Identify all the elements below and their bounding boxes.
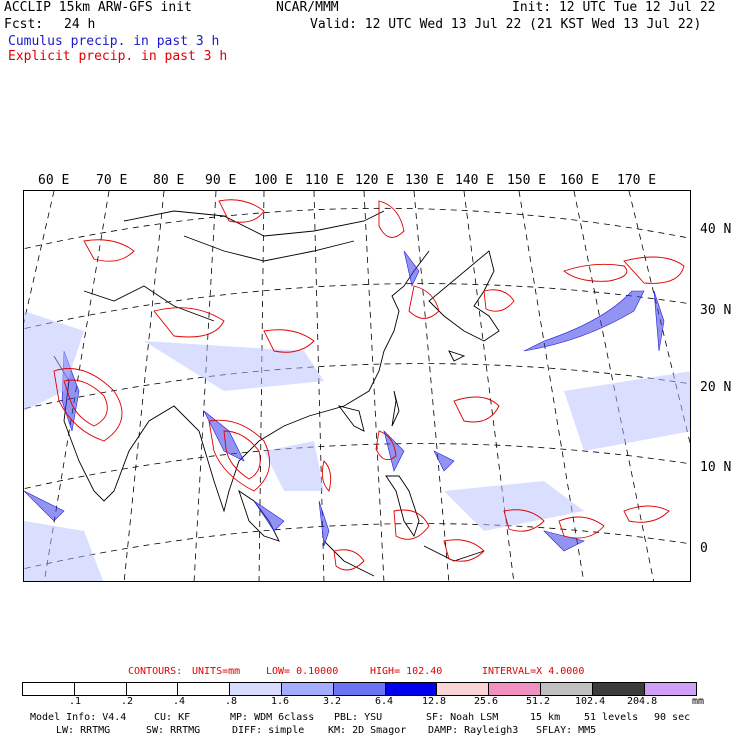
legend-cumulus: Cumulus precip. in past 3 h [8,34,220,49]
lon-label: 130 E [405,173,445,188]
contour-title: CONTOURS: [128,666,183,677]
colorbar-swatch [126,683,179,695]
coastlines [53,210,500,577]
colorbar-label: 51.2 [526,696,551,707]
model-info: LW: RRTMG [56,725,111,736]
lon-label: 120 E [355,173,395,188]
model-info: SW: RRTMG [146,725,201,736]
center-name: NCAR/MMM [276,0,339,15]
lat-label: 30 N [700,303,732,318]
longitude-grid [24,191,690,581]
colorbar-label: .8 [225,696,238,707]
legend-explicit: Explicit precip. in past 3 h [8,49,228,64]
fcst-label: Fcst: [4,17,44,32]
colorbar-label: 102.4 [575,696,606,707]
model-info: MP: WDM 6class [230,712,315,723]
contour-interval: INTERVAL=X 4.0000 [482,666,585,677]
latitude-grid [24,207,690,570]
contour-high: HIGH= 102.40 [370,666,443,677]
colorbar-swatch [74,683,127,695]
colorbar-label: .4 [173,696,186,707]
colorbar-label: 12.8 [422,696,447,707]
colorbar-swatch [489,683,541,695]
cumulus-precip [24,250,665,552]
colorbar-label: .2 [121,696,134,707]
lon-label: 90 E [205,173,237,188]
lon-label: 110 E [305,173,345,188]
lon-label: 70 E [96,173,128,188]
colorbar-swatch [23,683,75,695]
model-info: SFLAY: MM5 [536,725,597,736]
colorbar-label: 6.4 [375,696,394,707]
colorbar-swatch [281,683,334,695]
model-info: 90 sec [654,712,691,723]
model-info: DIFF: simple [232,725,305,736]
model-info: SF: Noah LSM [426,712,499,723]
valid-time: Valid: 12 UTC Wed 13 Jul 22 (21 KST Wed … [310,17,702,32]
model-title: ACCLIP 15km ARW-GFS init [4,0,192,15]
colorbar-swatch [333,683,386,695]
model-info: CU: KF [154,712,191,723]
colorbar-label: 204.8 [627,696,658,707]
model-info: 15 km [530,712,561,723]
colorbar-swatch [644,683,697,695]
colorbar-label: 25.6 [474,696,499,707]
lat-label: 20 N [700,380,732,395]
contour-units: UNITS=mm [192,666,241,677]
colorbar-swatch [178,683,231,695]
lon-label: 100 E [254,173,294,188]
colorbar-swatch [230,683,282,695]
colorbar-swatch [540,683,593,695]
colorbar-label: 1.6 [271,696,290,707]
model-info: PBL: YSU [334,712,383,723]
precip-colorbar [22,682,698,696]
lat-label: 10 N [700,460,732,475]
colorbar-swatch [385,683,438,695]
lat-label: 0 [700,541,708,556]
colorbar-label: 3.2 [323,696,342,707]
lon-label: 170 E [617,173,657,188]
colorbar-label: .1 [69,696,82,707]
lon-label: 150 E [507,173,547,188]
model-info: Model Info: V4.4 [30,712,127,723]
model-info: 51 levels [584,712,639,723]
lon-label: 140 E [455,173,495,188]
explicit-precip [53,199,685,571]
model-info: KM: 2D Smagor [328,725,407,736]
map-canvas [24,191,690,581]
model-info: DAMP: Rayleigh3 [428,725,519,736]
lon-label: 80 E [153,173,185,188]
init-time: Init: 12 UTC Tue 12 Jul 22 [512,0,716,15]
precip-map [23,190,691,582]
colorbar-swatch [592,683,645,695]
light-precip [24,311,690,581]
fcst-value: 24 h [64,17,96,32]
colorbar-unit: mm [692,696,705,707]
colorbar-swatch [437,683,490,695]
lat-label: 40 N [700,222,732,237]
lon-label: 160 E [560,173,600,188]
lon-label: 60 E [38,173,70,188]
contour-low: LOW= 0.10000 [266,666,339,677]
